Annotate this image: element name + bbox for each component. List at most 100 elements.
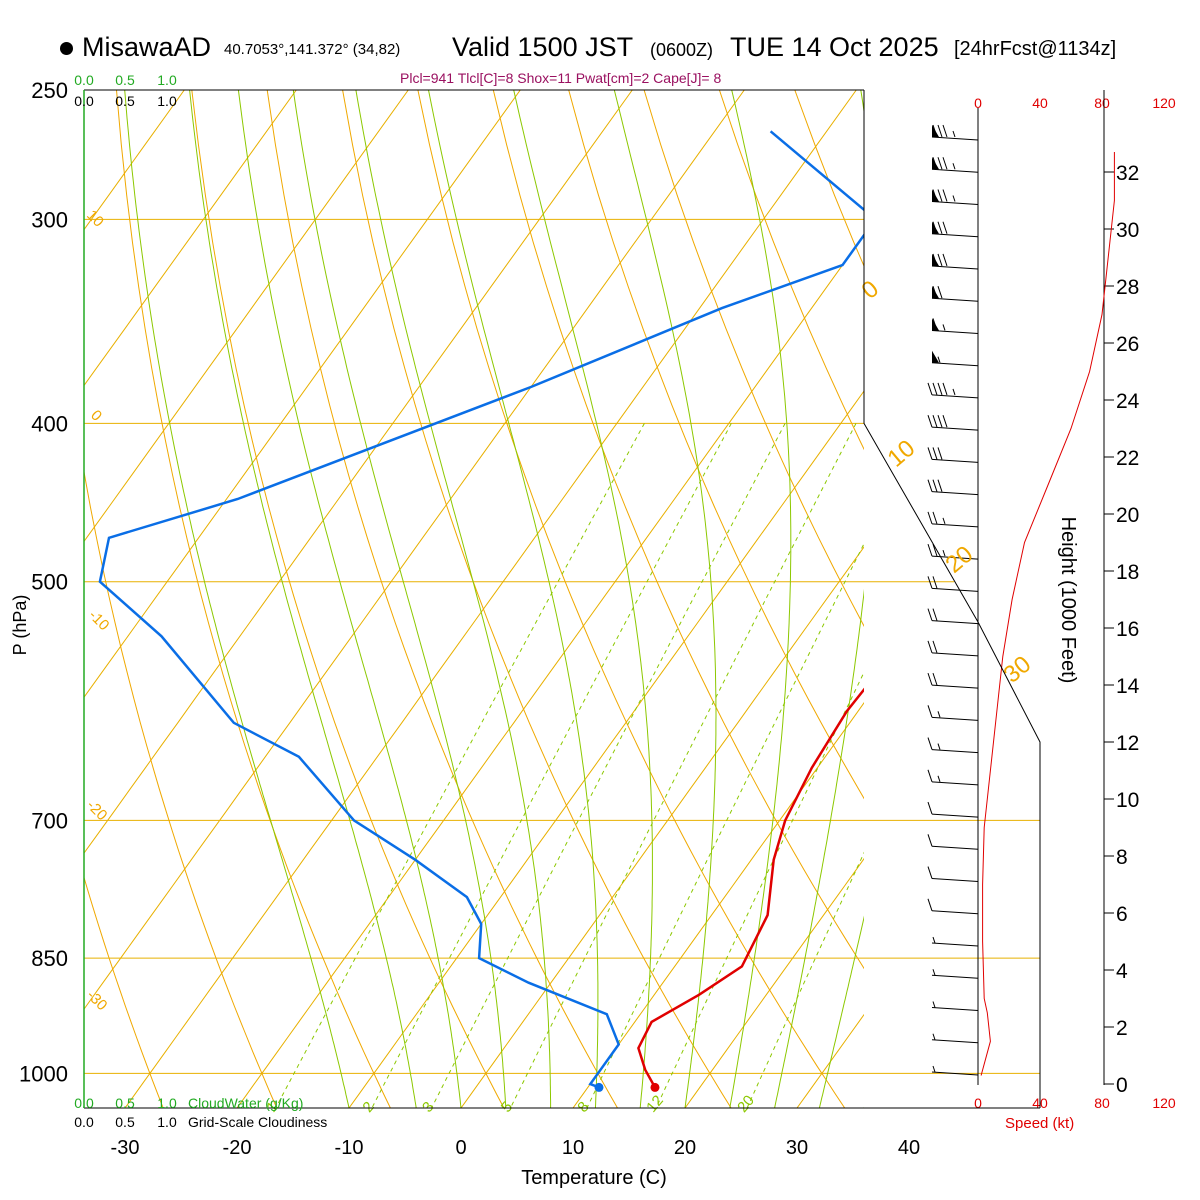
x-tick-label: 20 xyxy=(674,1137,696,1159)
dry-adiabat-line xyxy=(266,90,618,1108)
moist-adiabat-line xyxy=(513,90,653,1108)
moist-adiabat-line xyxy=(774,90,864,1108)
height-tick-label: 4 xyxy=(1116,960,1128,983)
wind-barb xyxy=(931,936,979,947)
mixing-ratio-line xyxy=(655,671,864,1108)
forecast-info: [24hrFcst@1134z] xyxy=(954,38,1117,60)
wind-barb xyxy=(931,1033,979,1044)
cloudiness-label: Grid-Scale Cloudiness xyxy=(188,1114,327,1130)
wind-barb xyxy=(931,286,979,302)
wind-barb xyxy=(927,737,979,754)
wind-barb xyxy=(931,1065,979,1076)
x-tick-label: 10 xyxy=(562,1137,584,1159)
x-tick-label: -30 xyxy=(111,1137,140,1159)
dry-adiabat-line xyxy=(417,90,846,1108)
wind-barb xyxy=(927,543,979,560)
isotherm-line xyxy=(236,234,864,1108)
dry-adiabat-line xyxy=(1172,90,1200,1108)
speed-tick-bottom: 80 xyxy=(1094,1095,1110,1111)
valid-time: Valid 1500 JST xyxy=(452,32,634,62)
wind-barb xyxy=(931,969,979,979)
mixing-ratio-label: 2 xyxy=(359,1098,377,1115)
dry-adiabat-line xyxy=(116,90,391,1108)
height-tick-label: 18 xyxy=(1116,561,1139,584)
wind-barb xyxy=(927,576,979,592)
cloud-water-tick-bottom: 0.0 xyxy=(74,1095,94,1111)
dry-adiabat-label: -10 xyxy=(85,607,112,634)
station-name: MisawaAD xyxy=(82,32,212,62)
station-marker xyxy=(60,42,73,55)
dry-adiabat-line xyxy=(1096,90,1200,1108)
x-tick-label: 0 xyxy=(455,1137,466,1159)
moist-adiabat-label: 30 xyxy=(999,651,1037,689)
dry-adiabat-line xyxy=(643,90,864,627)
height-tick-label: 24 xyxy=(1116,390,1140,413)
speed-tick-bottom: 0 xyxy=(974,1095,982,1111)
wind-barb xyxy=(931,157,979,173)
height-tick-label: 10 xyxy=(1116,789,1139,812)
cloud-water-tick-top: 0.0 xyxy=(74,72,94,88)
mixing-ratio-line xyxy=(431,423,786,1108)
wind-speed-line xyxy=(980,152,1115,1076)
isotherm-line xyxy=(348,390,864,1108)
mixing-ratio-label: 5 xyxy=(498,1098,516,1115)
wind-barb xyxy=(927,866,979,883)
dry-adiabat-line xyxy=(1021,90,1200,1108)
speed-tick-top: 80 xyxy=(1094,95,1110,111)
moist-adiabat-line xyxy=(818,915,864,1108)
speed-tick-top: 0 xyxy=(974,95,982,111)
cloud-water-tick-bottom: 0.5 xyxy=(115,1095,135,1111)
height-tick-label: 12 xyxy=(1116,732,1139,755)
x-axis-label: Temperature (C) xyxy=(521,1167,667,1189)
isotherm-line xyxy=(572,702,864,1108)
height-tick-label: 26 xyxy=(1116,333,1139,356)
wind-barb xyxy=(927,834,979,850)
wind-barb xyxy=(931,221,979,238)
cloudiness-tick-bottom: 0.5 xyxy=(115,1114,135,1130)
height-tick-label: 16 xyxy=(1116,618,1139,641)
height-tick-label: 20 xyxy=(1116,504,1139,527)
dewpoint-surface-dot xyxy=(594,1082,604,1092)
cloudiness-tick-bottom: 0.0 xyxy=(74,1114,94,1130)
cloudiness-tick-top: 0.0 xyxy=(74,93,94,109)
wind-barb xyxy=(931,350,979,367)
isotherm-line xyxy=(909,90,1200,1108)
mixing-ratio-line xyxy=(586,542,864,1108)
wind-barb xyxy=(931,318,979,334)
dry-adiabat-label: 10 xyxy=(83,207,107,231)
wind-barb xyxy=(931,253,979,270)
stability-indices: Plcl=941 Tlcl[C]=8 Shox=11 Pwat[cm]=2 Ca… xyxy=(400,70,722,86)
temperature-line xyxy=(637,687,864,1089)
wind-barb xyxy=(927,415,979,431)
speed-tick-bottom: 120 xyxy=(1152,1095,1176,1111)
moist-adiabat-line xyxy=(909,90,1190,1108)
dry-adiabat-line xyxy=(84,468,278,1108)
moist-adiabat-line xyxy=(292,90,507,1108)
height-tick-label: 2 xyxy=(1116,1017,1128,1040)
wind-barb xyxy=(927,382,979,399)
wind-barb xyxy=(931,1001,979,1012)
wind-barb xyxy=(927,672,979,689)
valid-date: TUE 14 Oct 2025 xyxy=(730,32,939,62)
mixing-ratio-label: 12 xyxy=(643,1092,667,1116)
cloud-water-label: CloudWater (g/Kg) xyxy=(188,1095,303,1111)
height-tick-label: 28 xyxy=(1116,276,1139,299)
isotherm-line xyxy=(84,90,521,699)
pressure-tick-label: 300 xyxy=(31,207,68,232)
isotherm-line xyxy=(124,90,857,1108)
cloud-water-tick-top: 1.0 xyxy=(157,72,177,88)
mixing-ratio-line xyxy=(371,423,732,1108)
x-tick-label: 30 xyxy=(786,1137,808,1159)
mixing-ratio-label: 20 xyxy=(734,1092,758,1116)
height-tick-label: 14 xyxy=(1116,675,1140,698)
cloudiness-tick-top: 1.0 xyxy=(157,93,177,109)
mixing-ratio-line xyxy=(275,423,645,1108)
wind-barb xyxy=(927,705,979,721)
mixing-ratio-line xyxy=(510,423,857,1108)
height-axis-label: Height (1000 Feet) xyxy=(1057,517,1079,684)
wind-barb xyxy=(931,189,979,205)
pressure-tick-label: 700 xyxy=(31,808,68,833)
cloudiness-tick-bottom: 1.0 xyxy=(157,1114,177,1130)
valid-utc: (0600Z) xyxy=(650,40,714,60)
